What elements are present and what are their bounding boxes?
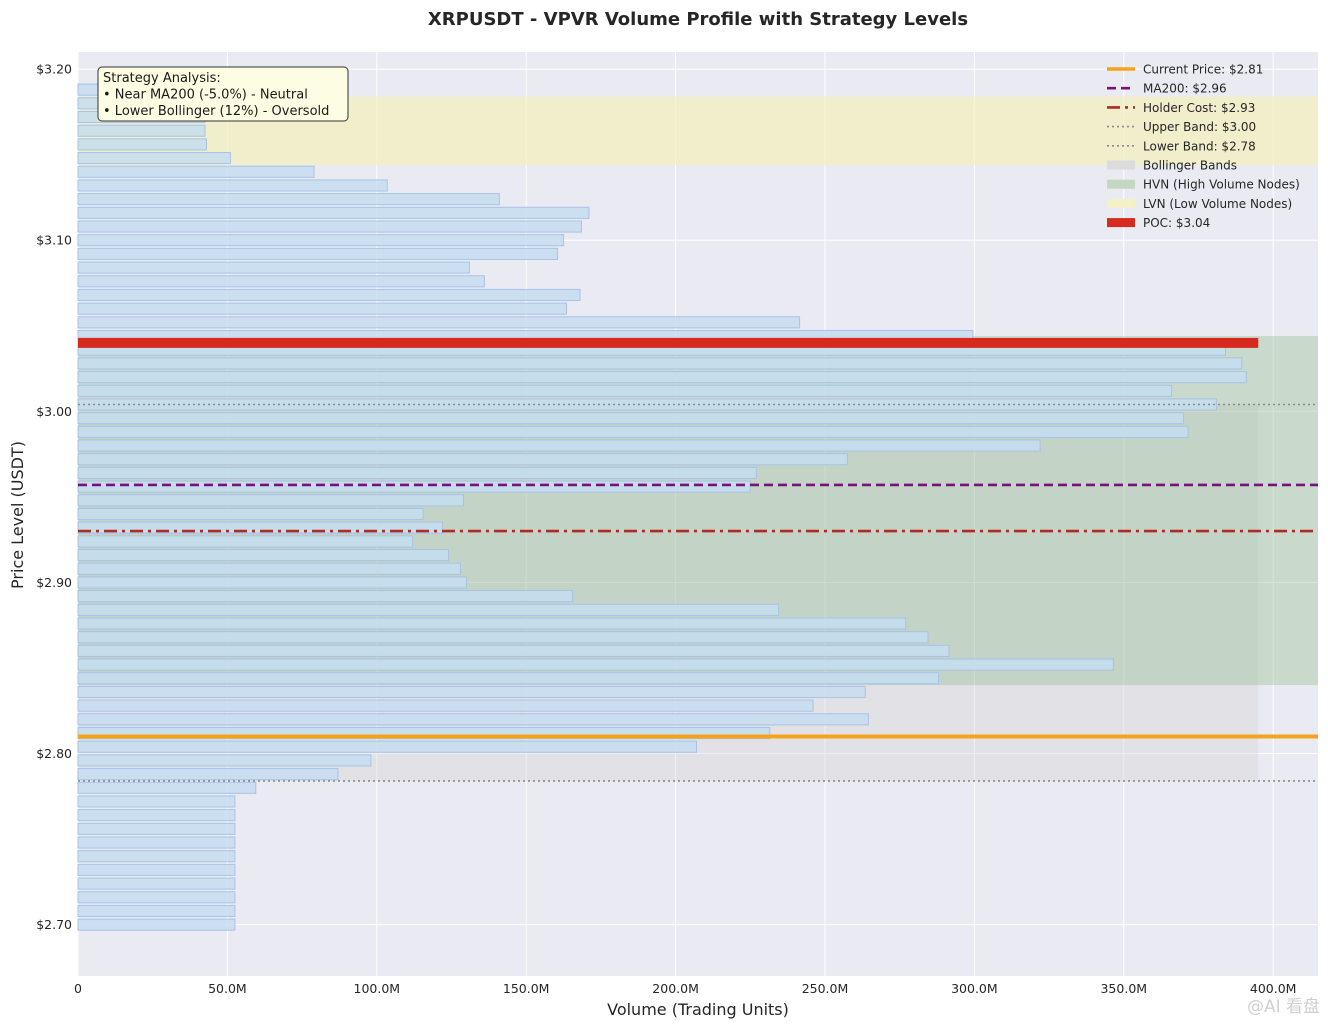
legend-swatch <box>1107 198 1135 208</box>
legend-label: Bollinger Bands <box>1143 159 1237 173</box>
volume-bar <box>77 220 582 233</box>
volume-bar <box>77 275 485 288</box>
volume-bar <box>77 179 388 192</box>
volume-bar <box>77 822 236 835</box>
y-tick-label: $2.80 <box>36 746 72 761</box>
volume-bar <box>77 288 581 302</box>
volume-bar <box>77 699 814 712</box>
annotation-box <box>97 66 349 122</box>
volume-bar <box>77 193 500 206</box>
volume-bar <box>77 904 236 918</box>
volume-bar <box>77 576 467 589</box>
x-axis-label: Volume (Trading Units) <box>607 1000 789 1019</box>
volume-bar <box>77 740 698 753</box>
volume-bar <box>77 439 1041 452</box>
x-tick-label: 100.0M <box>354 981 401 996</box>
volume-bar <box>77 507 424 521</box>
volume-bar <box>77 234 565 247</box>
volume-bar <box>77 466 757 479</box>
volume-bar <box>77 384 1173 397</box>
volume-bar <box>77 549 450 562</box>
x-tick-label: 350.0M <box>1100 981 1147 996</box>
volume-bar <box>77 754 372 767</box>
y-tick-label: $2.90 <box>36 575 72 590</box>
volume-bar <box>77 521 444 534</box>
volume-bar <box>77 850 236 863</box>
volume-bar <box>77 247 559 260</box>
volume-bar <box>77 877 236 890</box>
volume-bar <box>77 480 751 493</box>
legend-swatch <box>1107 218 1135 228</box>
volume-bar <box>77 357 1243 370</box>
volume-bar <box>77 658 1114 671</box>
poc-bar <box>78 337 1259 348</box>
volume-bar <box>77 165 315 178</box>
strategy-annotation: Strategy Analysis: • Near MA200 (-5.0%) -… <box>97 66 349 122</box>
volume-bar <box>77 768 339 781</box>
volume-bar <box>77 261 470 274</box>
y-tick-label: $3.10 <box>36 233 72 248</box>
legend-label: Holder Cost: $2.93 <box>1143 101 1255 115</box>
x-tick-label: 300.0M <box>951 981 998 996</box>
x-tick-label: 200.0M <box>652 981 699 996</box>
volume-bar <box>77 138 207 151</box>
volume-bar <box>77 425 1189 438</box>
volume-bar <box>77 562 461 575</box>
volume-bar <box>77 863 236 876</box>
volume-bar <box>77 713 869 726</box>
axes: 0 50.0M 100.0M 150.0M 200.0M 250.0M 300.0M 350.… <box>36 62 1296 996</box>
legend-label: POC: $3.04 <box>1143 216 1210 230</box>
volume-bar <box>77 124 206 137</box>
plot-area <box>77 52 1318 976</box>
volume-bar <box>77 206 590 219</box>
volume-bar <box>77 316 801 329</box>
x-tick-label: 50.0M <box>208 981 247 996</box>
legend-swatch <box>1107 179 1135 189</box>
legend-label: MA200: $2.96 <box>1143 82 1227 96</box>
volume-bar <box>77 453 848 466</box>
x-tick-label: 250.0M <box>802 981 849 996</box>
volume-bar <box>77 152 231 165</box>
volume-bar <box>77 644 950 657</box>
y-axis-label: Price Level (USDT) <box>8 441 27 589</box>
volume-bar <box>77 412 1185 425</box>
volume-bar <box>77 535 414 548</box>
legend-label: Lower Band: $2.78 <box>1143 139 1256 153</box>
volume-bar <box>77 631 929 644</box>
chart-title: XRPUSDT - VPVR Volume Profile with Strat… <box>428 9 968 30</box>
legend-label: Upper Band: $3.00 <box>1143 120 1256 134</box>
legend-swatch <box>1107 160 1135 170</box>
volume-bar <box>77 617 907 630</box>
volume-bar <box>77 685 866 699</box>
volume-bar <box>77 603 780 616</box>
annotation-line: Strategy Analysis: <box>103 71 221 86</box>
annotation-line: • Lower Bollinger (12%) - Oversold <box>103 104 329 119</box>
y-tick-label: $2.70 <box>36 917 72 932</box>
annotation-line: • Near MA200 (-5.0%) - Neutral <box>103 88 308 103</box>
legend-label: HVN (High Volume Nodes) <box>1143 178 1300 192</box>
legend: Current Price: $2.81 MA200: $2.96 Holder C… <box>1107 63 1300 230</box>
volume-bar <box>77 672 940 685</box>
volume-bar <box>77 836 236 849</box>
x-tick-label: 150.0M <box>503 981 550 996</box>
volume-bar <box>77 302 568 315</box>
x-tick-label: 0 <box>74 981 82 996</box>
volume-bar <box>77 891 236 904</box>
watermark: @AI 看盘 <box>1247 997 1320 1017</box>
y-tick-label: $3.00 <box>36 404 72 419</box>
x-tick-label: 400.0M <box>1250 981 1297 996</box>
volume-bar <box>77 494 464 507</box>
y-tick-label: $3.20 <box>36 62 72 77</box>
volume-bar <box>77 371 1247 384</box>
legend-label: Current Price: $2.81 <box>1143 63 1263 77</box>
volume-bar <box>77 809 236 822</box>
volume-bar <box>77 781 257 794</box>
volume-bar <box>77 795 236 808</box>
volume-bar <box>77 590 574 603</box>
volume-bar <box>77 726 771 740</box>
legend-label: LVN (Low Volume Nodes) <box>1143 197 1292 211</box>
volume-bar <box>77 918 236 931</box>
